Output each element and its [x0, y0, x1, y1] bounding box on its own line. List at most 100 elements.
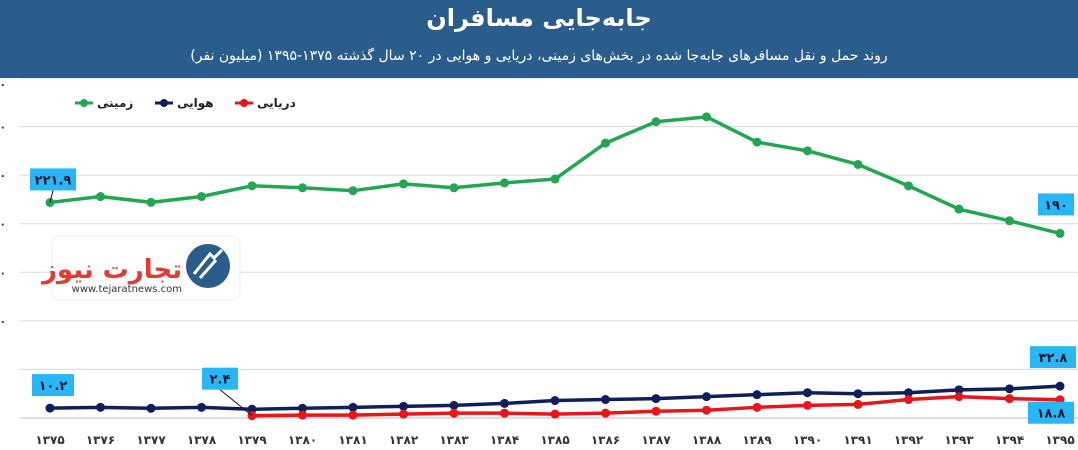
data-point-sea [651, 406, 661, 416]
x-tick-label: ۱۳۸۷ [641, 433, 671, 447]
data-point-sea [904, 395, 913, 405]
legend-label-land: زمینی [97, 96, 133, 110]
data-point-sea [550, 409, 560, 419]
callout-label: ۳۲.۸ [1039, 351, 1068, 366]
data-point-land [954, 204, 964, 214]
x-tick-label: ۱۳۸۹ [742, 433, 772, 447]
data-point-air [500, 398, 509, 408]
data-point-air [45, 403, 55, 413]
y-tick-label: ۱۵۰ [0, 266, 6, 279]
callout-leader [49, 190, 54, 203]
x-tick-label: ۱۳۹۵ [1045, 433, 1074, 447]
data-point-air [1055, 381, 1065, 391]
x-tick-label: ۱۳۸۴ [490, 433, 519, 447]
data-point-land [601, 138, 610, 148]
data-point-land [449, 183, 459, 193]
x-tick-label: ۱۳۸۸ [692, 433, 722, 447]
x-tick-label: ۱۳۷۸ [187, 433, 217, 447]
data-point-sea [298, 410, 307, 420]
x-tick-label: ۱۳۸۱ [338, 433, 367, 447]
data-point-land [298, 183, 307, 193]
data-point-air [550, 396, 560, 406]
data-point-sea [399, 409, 408, 419]
logo-wordmark: تجارت نیوز [40, 255, 182, 285]
data-point-land [96, 192, 105, 202]
data-point-sea [1005, 394, 1014, 404]
data-point-air [247, 404, 257, 414]
callout-label: ۲.۴ [210, 373, 231, 388]
x-tick-label: ۱۳۸۰ [288, 433, 317, 447]
x-tick-label: ۱۳۹۱ [843, 433, 872, 447]
x-tick-label: ۱۳۸۳ [439, 433, 469, 447]
data-point-sea [803, 400, 812, 410]
data-point-sea [954, 392, 964, 402]
data-point-sea [500, 408, 509, 418]
data-point-land [1005, 216, 1014, 226]
x-tick-label: ۱۳۸۵ [540, 433, 569, 447]
data-point-air [348, 402, 358, 412]
plot-area: ۰۵۰۱۰۰۱۵۰۲۰۰۲۵۰۳۰۰۳۵۰۱۳۷۵۱۳۷۶۱۳۷۷۱۳۷۸۱۳۷… [0, 78, 1078, 450]
data-point-land [803, 146, 812, 156]
chart-title: جابه‌جایی مسافران [426, 4, 652, 32]
data-point-air [1005, 384, 1014, 394]
data-point-land [146, 197, 156, 207]
callout-label: ۲۲۱.۹ [35, 173, 72, 188]
data-point-land [853, 159, 863, 169]
data-point-air [954, 385, 964, 395]
callout-box [1038, 193, 1074, 216]
y-tick-label: ۳۵۰ [0, 78, 6, 91]
y-tick-label: ۱۰۰ [0, 315, 6, 328]
data-point-land [1055, 228, 1065, 238]
x-tick-label: ۱۳۷۷ [136, 433, 166, 447]
data-point-sea [853, 399, 863, 409]
data-point-air [853, 389, 863, 399]
data-point-air [904, 388, 913, 398]
callout-box [1030, 346, 1076, 369]
chart-subtitle: روند حمل و نقل مسافرهای جابه‌جا شده در ب… [190, 48, 888, 64]
data-point-sea [601, 408, 610, 418]
x-tick-label: ۱۳۸۶ [591, 433, 620, 447]
legend-marker-air [160, 99, 168, 107]
x-tick-label: ۱۳۸۲ [389, 433, 419, 447]
logo-url: www.tejaratnews.com [72, 284, 182, 295]
y-tick-label: ۳۰۰ [0, 121, 6, 134]
x-tick-label: ۱۳۷۶ [86, 433, 115, 447]
logo-arrow-icon [192, 248, 224, 279]
legend-marker-land [80, 99, 88, 107]
x-tick-label: ۱۳۹۲ [894, 433, 924, 447]
callout-label: ۱۸.۸ [1037, 407, 1066, 422]
data-point-air [96, 402, 105, 412]
callout-label: ۱۰.۲ [39, 379, 68, 394]
data-point-land [197, 192, 206, 202]
legend-label-air: هوایی [177, 96, 214, 111]
y-tick-label: ۲۰۰ [0, 218, 6, 231]
data-point-sea [348, 410, 358, 420]
data-point-land [399, 179, 408, 189]
data-point-air [752, 390, 762, 400]
line-chart: ۰۵۰۱۰۰۱۵۰۲۰۰۲۵۰۳۰۰۳۵۰۱۳۷۵۱۳۷۶۱۳۷۷۱۳۷۸۱۳۷… [0, 78, 1078, 447]
data-point-air [702, 392, 711, 402]
data-point-land [651, 117, 661, 127]
callout-box [202, 367, 238, 390]
data-point-land [904, 181, 913, 191]
data-point-land [752, 137, 762, 147]
x-tick-label: ۱۳۹۳ [944, 433, 974, 447]
data-point-air [146, 403, 156, 413]
data-point-air [651, 394, 661, 404]
data-point-air [399, 401, 408, 411]
callout-leader [219, 389, 253, 417]
legend-label-sea: دریایی [257, 96, 296, 110]
data-point-air [601, 395, 610, 405]
x-tick-label: ۱۳۷۹ [237, 433, 267, 447]
x-tick-label: ۱۳۹۰ [793, 433, 822, 447]
data-point-air [803, 388, 812, 398]
callout-label: ۱۹۰ [1044, 198, 1068, 213]
x-tick-label: ۱۳۷۵ [35, 433, 64, 447]
data-point-air [298, 403, 307, 413]
callout-box [30, 168, 76, 191]
data-point-land [348, 186, 358, 196]
callout-box [32, 374, 74, 397]
data-point-land [247, 181, 257, 191]
data-point-air [449, 400, 459, 410]
